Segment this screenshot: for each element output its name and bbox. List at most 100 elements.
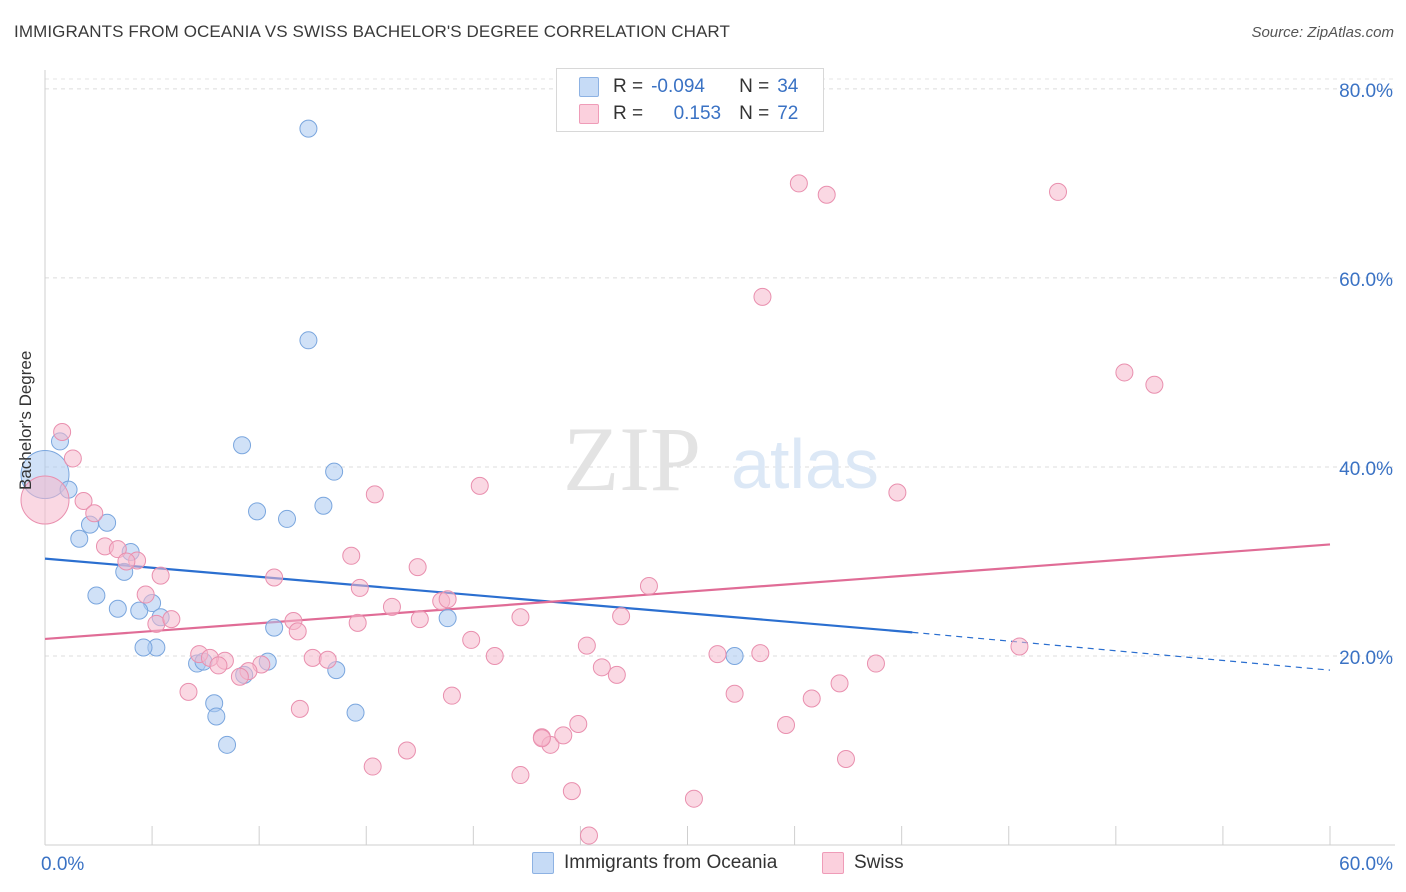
point-0-3 bbox=[233, 436, 252, 455]
point-1-3 bbox=[753, 287, 772, 306]
point-1-37 bbox=[577, 636, 596, 655]
point-0-0 bbox=[299, 119, 318, 138]
point-1-70 bbox=[562, 782, 581, 801]
point-1-67 bbox=[363, 757, 382, 776]
series-legend-swiss: Swiss bbox=[822, 852, 904, 874]
gridlines bbox=[45, 78, 1395, 657]
point-1-36 bbox=[462, 630, 481, 649]
legend-r-value: -0.094 bbox=[651, 76, 705, 97]
point-1-59 bbox=[290, 699, 309, 718]
point-1-57 bbox=[802, 689, 821, 708]
point-1-20 bbox=[408, 558, 427, 577]
point-1-44 bbox=[485, 646, 504, 665]
point-0-12 bbox=[70, 529, 89, 548]
point-1-34 bbox=[612, 607, 631, 626]
point-1-12 bbox=[470, 476, 489, 495]
point-0-8 bbox=[248, 502, 267, 521]
point-1-23 bbox=[639, 577, 658, 596]
trend-line-extension-0 bbox=[912, 631, 1331, 671]
point-1-6 bbox=[53, 422, 72, 441]
point-1-22 bbox=[350, 578, 369, 597]
source-label: Source: ZipAtlas.com bbox=[1251, 24, 1394, 41]
point-1-5 bbox=[1145, 375, 1164, 394]
point-0-15 bbox=[87, 586, 106, 605]
point-1-38 bbox=[1010, 637, 1029, 656]
watermark-zip: ZIP bbox=[563, 408, 701, 510]
point-1-13 bbox=[888, 483, 907, 502]
series-label-oceania: Immigrants from Oceania bbox=[564, 852, 778, 873]
legend-row-oceania: R = -0.094 N = 34 bbox=[579, 74, 798, 100]
point-1-43 bbox=[318, 650, 337, 669]
point-1-45 bbox=[708, 645, 727, 664]
point-1-55 bbox=[442, 686, 461, 705]
point-1-72 bbox=[579, 826, 598, 845]
point-1-32 bbox=[348, 613, 367, 632]
point-1-51 bbox=[592, 658, 611, 677]
series-swatch-oceania bbox=[532, 852, 554, 874]
point-1-7 bbox=[63, 449, 82, 468]
legend-n-value: 34 bbox=[777, 76, 799, 97]
point-1-56 bbox=[725, 684, 744, 703]
point-1-1 bbox=[817, 185, 836, 204]
y-tick-label-0: 20.0% bbox=[1339, 648, 1393, 669]
legend-r-label: R = bbox=[613, 76, 644, 97]
point-0-7 bbox=[314, 496, 333, 515]
trend-lines bbox=[44, 543, 1331, 671]
point-0-21 bbox=[265, 618, 284, 637]
watermark-atlas: atlas bbox=[731, 425, 879, 503]
point-0-17 bbox=[108, 599, 127, 618]
point-1-47 bbox=[209, 656, 228, 675]
point-1-63 bbox=[554, 726, 573, 745]
legend-n-label: N = bbox=[739, 76, 770, 97]
trend-line-0 bbox=[44, 557, 913, 634]
point-1-0 bbox=[789, 174, 808, 193]
point-1-64 bbox=[569, 715, 588, 734]
point-1-10 bbox=[85, 504, 104, 523]
legend-r-value: 0.153 bbox=[673, 103, 722, 124]
point-1-2 bbox=[1049, 182, 1068, 201]
point-1-21 bbox=[265, 568, 284, 587]
legend-n-value: 72 bbox=[777, 103, 799, 124]
point-0-20 bbox=[438, 609, 457, 628]
series-label-swiss: Swiss bbox=[854, 852, 904, 873]
y-tick-label-1: 40.0% bbox=[1339, 459, 1393, 480]
point-1-33 bbox=[511, 608, 530, 627]
point-1-54 bbox=[179, 682, 198, 701]
legend-row-swiss: R = 0.153 N = 72 bbox=[579, 101, 798, 127]
point-1-26 bbox=[438, 590, 457, 609]
correlation-legend: R = -0.094 N = 34 R = 0.153 N = 72 bbox=[556, 68, 824, 132]
point-0-19 bbox=[130, 601, 149, 620]
point-1-50 bbox=[230, 667, 249, 686]
point-0-11 bbox=[98, 513, 117, 532]
watermark: ZIP atlas bbox=[563, 408, 879, 510]
point-1-53 bbox=[866, 654, 885, 673]
point-0-32 bbox=[346, 703, 365, 722]
point-1-15 bbox=[108, 540, 127, 559]
point-0-1 bbox=[299, 331, 318, 350]
point-1-69 bbox=[836, 749, 855, 768]
point-1-8 bbox=[20, 475, 70, 525]
tick-labels: 20.0% 40.0% 60.0% 80.0% 0.0% 60.0% bbox=[41, 81, 1393, 875]
point-1-19 bbox=[151, 566, 170, 585]
point-1-4 bbox=[1115, 363, 1134, 382]
y-tick-label-2: 60.0% bbox=[1339, 270, 1393, 291]
chart-title: IMMIGRANTS FROM OCEANIA VS SWISS BACHELO… bbox=[14, 22, 730, 41]
point-1-28 bbox=[147, 614, 166, 633]
y-tick-label-3: 80.0% bbox=[1339, 81, 1393, 102]
point-1-9 bbox=[74, 491, 93, 510]
point-1-42 bbox=[303, 648, 322, 667]
point-0-9 bbox=[278, 509, 297, 528]
point-1-11 bbox=[365, 485, 384, 504]
point-1-24 bbox=[136, 585, 155, 604]
x-tick-label-1: 60.0% bbox=[1339, 854, 1393, 875]
x-tick-label-0: 0.0% bbox=[41, 854, 84, 875]
point-1-65 bbox=[777, 715, 796, 734]
point-1-35 bbox=[288, 622, 307, 641]
point-1-31 bbox=[410, 610, 429, 629]
point-1-62 bbox=[532, 729, 551, 748]
data-points bbox=[20, 119, 1164, 845]
point-1-71 bbox=[684, 789, 703, 808]
point-1-27 bbox=[382, 597, 401, 616]
point-1-46 bbox=[751, 644, 770, 663]
point-1-16 bbox=[342, 546, 361, 565]
